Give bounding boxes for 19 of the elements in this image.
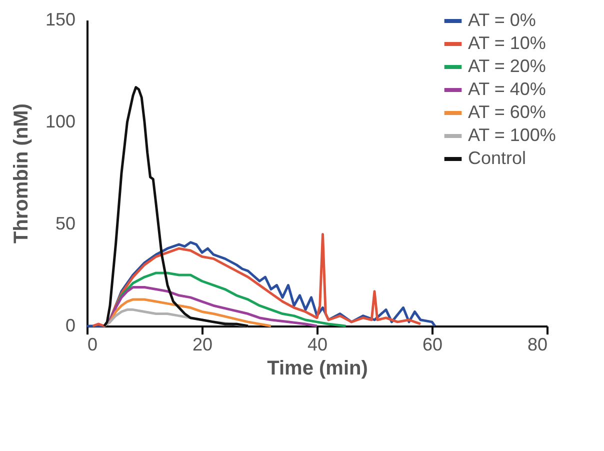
x-tick-label: 60 <box>422 334 443 354</box>
x-axis-title: Time (min) <box>267 358 368 380</box>
x-tick-label: 40 <box>307 334 328 354</box>
line-series <box>103 86 250 328</box>
x-tick-label: 80 <box>527 334 548 354</box>
x-tick-label: 20 <box>192 334 213 354</box>
x-tick-label: 0 <box>88 334 98 354</box>
y-axis-title: Thrombin (nM) <box>10 104 32 244</box>
y-tick-label: 0 <box>65 316 76 336</box>
legend-label: Control <box>468 148 526 168</box>
y-tick-label: 100 <box>45 112 76 132</box>
y-tick-label: 50 <box>55 214 76 234</box>
legend-label: AT = 20% <box>468 56 546 76</box>
legend-label: AT = 10% <box>468 33 546 53</box>
legend-label: AT = 60% <box>468 102 546 122</box>
legend-label: AT = 100% <box>468 125 556 145</box>
legend-label: AT = 0% <box>468 10 536 30</box>
y-tick-label: 150 <box>45 10 76 30</box>
legend-label: AT = 40% <box>468 79 546 99</box>
